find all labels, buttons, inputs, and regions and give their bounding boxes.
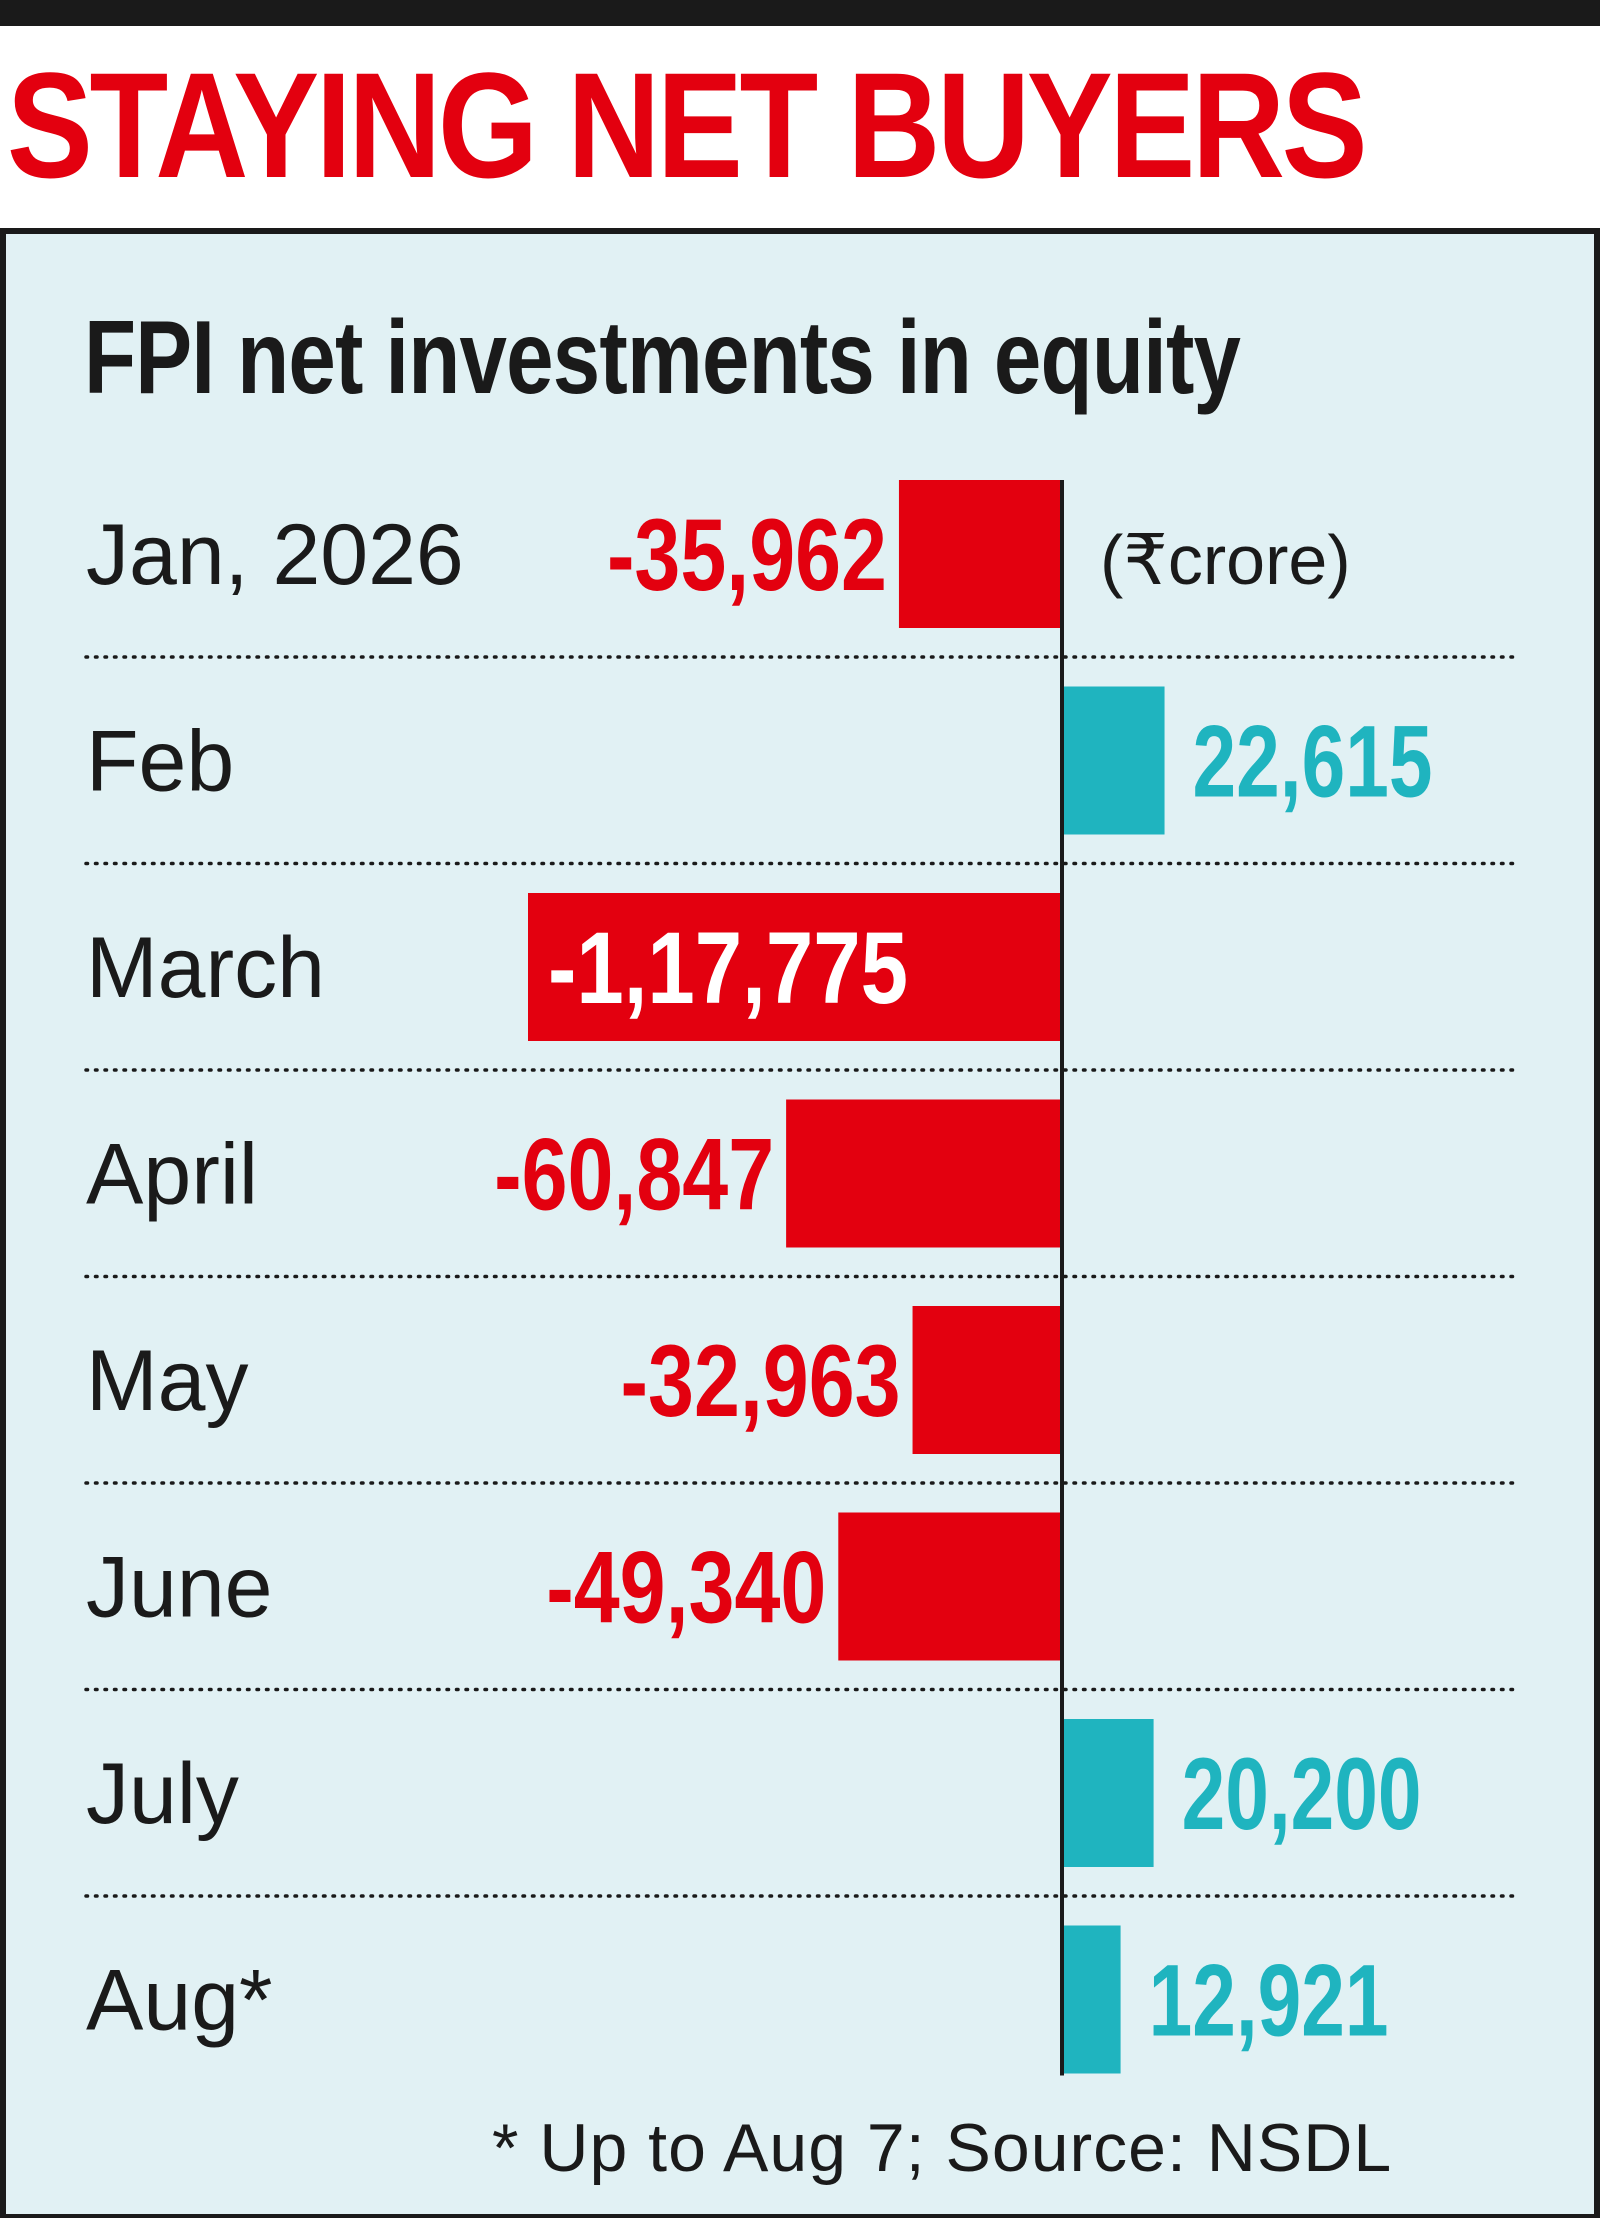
bar bbox=[786, 1099, 1062, 1248]
bar bbox=[1062, 1925, 1121, 2074]
bar bbox=[528, 893, 1062, 1041]
chart-panel bbox=[0, 228, 1600, 2218]
month-label: April bbox=[86, 1127, 258, 1223]
headline: STAYING NET BUYERS bbox=[6, 41, 1368, 209]
bar bbox=[1062, 686, 1165, 835]
top-rule bbox=[0, 0, 1600, 26]
bar bbox=[1062, 1719, 1154, 1867]
unit-note: (₹crore) bbox=[1100, 521, 1351, 599]
chart-title: FPI net investments in equity bbox=[84, 300, 1241, 416]
month-label: May bbox=[86, 1333, 248, 1429]
month-label: Feb bbox=[86, 714, 234, 810]
bar bbox=[912, 1306, 1062, 1454]
value-label: -32,963 bbox=[621, 1324, 901, 1438]
value-label: 22,615 bbox=[1193, 705, 1433, 819]
value-label: -1,17,775 bbox=[548, 911, 908, 1025]
month-label: Jan, 2026 bbox=[86, 507, 464, 603]
value-label: -35,962 bbox=[607, 498, 887, 612]
value-label: 12,921 bbox=[1149, 1944, 1389, 2058]
value-label: -60,847 bbox=[494, 1118, 774, 1232]
value-label: -49,340 bbox=[546, 1531, 826, 1645]
footnote: * Up to Aug 7; Source: NSDL bbox=[492, 2110, 1393, 2186]
bar bbox=[838, 1512, 1062, 1661]
value-label: 20,200 bbox=[1182, 1737, 1422, 1851]
month-label: July bbox=[86, 1746, 239, 1842]
bottom-rule bbox=[0, 2218, 1600, 2230]
month-label: March bbox=[86, 920, 325, 1016]
month-label: Aug* bbox=[86, 1953, 273, 2049]
month-label: June bbox=[86, 1540, 273, 1636]
bar bbox=[898, 480, 1062, 628]
